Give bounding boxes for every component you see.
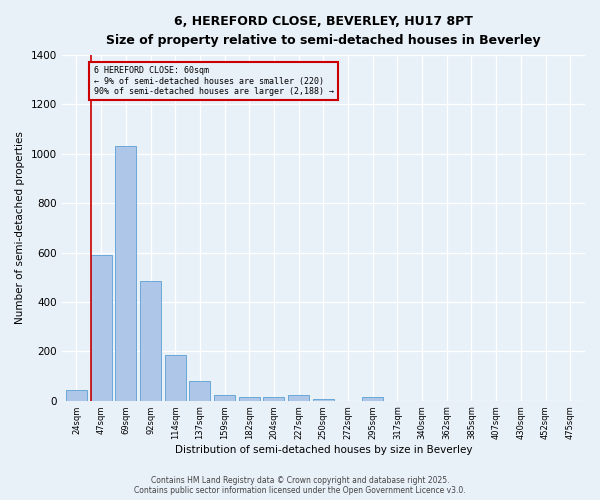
Bar [362,397,383,400]
X-axis label: Distribution of semi-detached houses by size in Beverley: Distribution of semi-detached houses by … [175,445,472,455]
Bar [263,397,284,400]
Bar [140,281,161,400]
Bar [165,355,186,401]
Text: Contains HM Land Registry data © Crown copyright and database right 2025.
Contai: Contains HM Land Registry data © Crown c… [134,476,466,495]
Bar [239,397,260,400]
Bar [214,394,235,400]
Bar [66,390,87,400]
Bar [91,255,112,400]
Bar [115,146,136,400]
Title: 6, HEREFORD CLOSE, BEVERLEY, HU17 8PT
Size of property relative to semi-detached: 6, HEREFORD CLOSE, BEVERLEY, HU17 8PT Si… [106,15,541,47]
Y-axis label: Number of semi-detached properties: Number of semi-detached properties [15,132,25,324]
Bar [190,381,211,400]
Text: 6 HEREFORD CLOSE: 60sqm
← 9% of semi-detached houses are smaller (220)
90% of se: 6 HEREFORD CLOSE: 60sqm ← 9% of semi-det… [94,66,334,96]
Bar [288,394,309,400]
